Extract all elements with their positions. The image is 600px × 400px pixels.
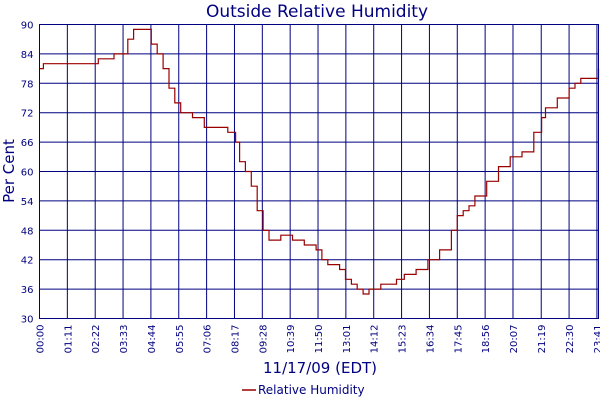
x-tick-label: 13:01 [342,325,353,354]
x-tick-label: 14:12 [370,325,381,354]
y-axis-label: Per Cent [0,139,18,203]
x-tick-label: 11:50 [314,325,325,354]
x-tick-label: 01:11 [63,325,74,354]
x-tick-label: 08:17 [230,325,241,354]
legend: Relative Humidity [242,383,365,397]
y-tick-label: 84 [21,50,34,61]
legend-label: Relative Humidity [258,383,365,397]
x-tick-label: 00:00 [36,325,47,354]
x-tick-label: 17:45 [453,325,464,354]
series-group [39,28,600,295]
x-tick-label: 16:34 [425,325,436,354]
y-tick-labels: 30 36 42 48 54 60 66 72 78 84 90 [21,21,34,326]
x-tick-label: 03:33 [119,325,130,354]
y-tick-label: 66 [21,138,34,149]
x-axis-label: 11/17/09 (EDT) [263,359,377,377]
x-tick-label: 05:55 [175,325,186,354]
x-tick-labels: 00:00 01:11 02:22 03:33 04:44 05:55 07:06 08:17… [36,324,600,353]
y-tick-label: 30 [21,315,34,326]
y-tick-label: 48 [21,226,34,237]
y-tick-label: 78 [21,79,34,90]
plot-border [39,24,599,319]
x-tick-label: 18:56 [481,324,492,353]
x-tick-label: 15:23 [398,325,409,354]
x-tick-label: 02:22 [91,325,102,354]
x-tick-label: 10:39 [286,325,297,354]
x-tick-label: 04:44 [147,325,158,354]
chart-title: Outside Relative Humidity [206,2,428,22]
series-line [39,28,600,295]
y-tick-label: 54 [21,197,34,208]
y-tick-label: 90 [21,21,34,32]
y-tick-label: 36 [21,285,34,296]
x-tick-label: 22:30 [565,325,576,354]
y-tick-label: 72 [21,109,34,120]
x-tick-label: 21:19 [537,325,548,354]
x-tick-label: 20:07 [509,325,520,354]
x-tick-label: 07:06 [203,325,214,354]
x-tick-label: 23:41 [593,325,600,354]
x-tick-label: 09:28 [258,325,269,354]
y-tick-label: 42 [21,256,34,267]
y-tick-label: 60 [21,168,34,179]
